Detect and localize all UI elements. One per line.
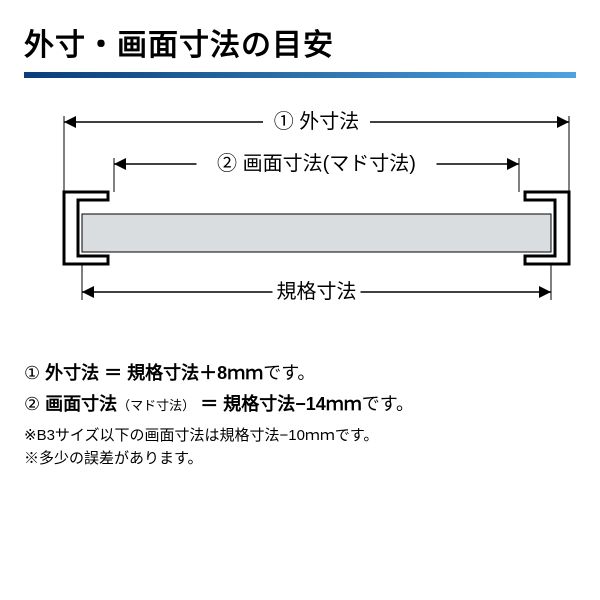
page-title: 外寸・画面寸法の目安 <box>24 20 576 64</box>
svg-text:① 外寸法: ① 外寸法 <box>274 110 360 133</box>
title-underline <box>24 72 576 78</box>
notes: ※B3サイズ以下の画面寸法は規格寸法−10ｍｍです。 ※多少の誤差があります。 <box>24 425 576 470</box>
formula1-eq: ＝ <box>104 363 127 383</box>
formula2-num: ② <box>24 394 40 414</box>
note-2: ※多少の誤差があります。 <box>24 448 576 471</box>
formula1-lhs: 外寸法 <box>45 363 99 383</box>
formula2-eq: ＝ <box>200 394 218 414</box>
formula2-paren: （マド寸法） <box>117 398 195 413</box>
svg-text:規格寸法: 規格寸法 <box>277 280 357 303</box>
formulas: ① 外寸法 ＝ 規格寸法＋8ｍｍです。 ② 画面寸法（マド寸法） ＝ 規格寸法−… <box>24 358 576 419</box>
svg-text:② 画面寸法(マド寸法): ② 画面寸法(マド寸法) <box>217 152 416 175</box>
dimension-diagram: ① 外寸法 ② 画面寸法(マド寸法) 規格寸法 <box>24 108 576 338</box>
formula2-suffix: です。 <box>362 394 414 414</box>
formula1-suffix: です。 <box>263 363 315 383</box>
formula1-num: ① <box>24 363 40 383</box>
note-1: ※B3サイズ以下の画面寸法は規格寸法−10ｍｍです。 <box>24 425 576 448</box>
formula1-rhs: 規格寸法＋8ｍｍ <box>127 363 263 383</box>
formula2-lhs: 画面寸法 <box>45 394 117 414</box>
formula2-rhs: 規格寸法−14ｍｍ <box>223 394 362 414</box>
